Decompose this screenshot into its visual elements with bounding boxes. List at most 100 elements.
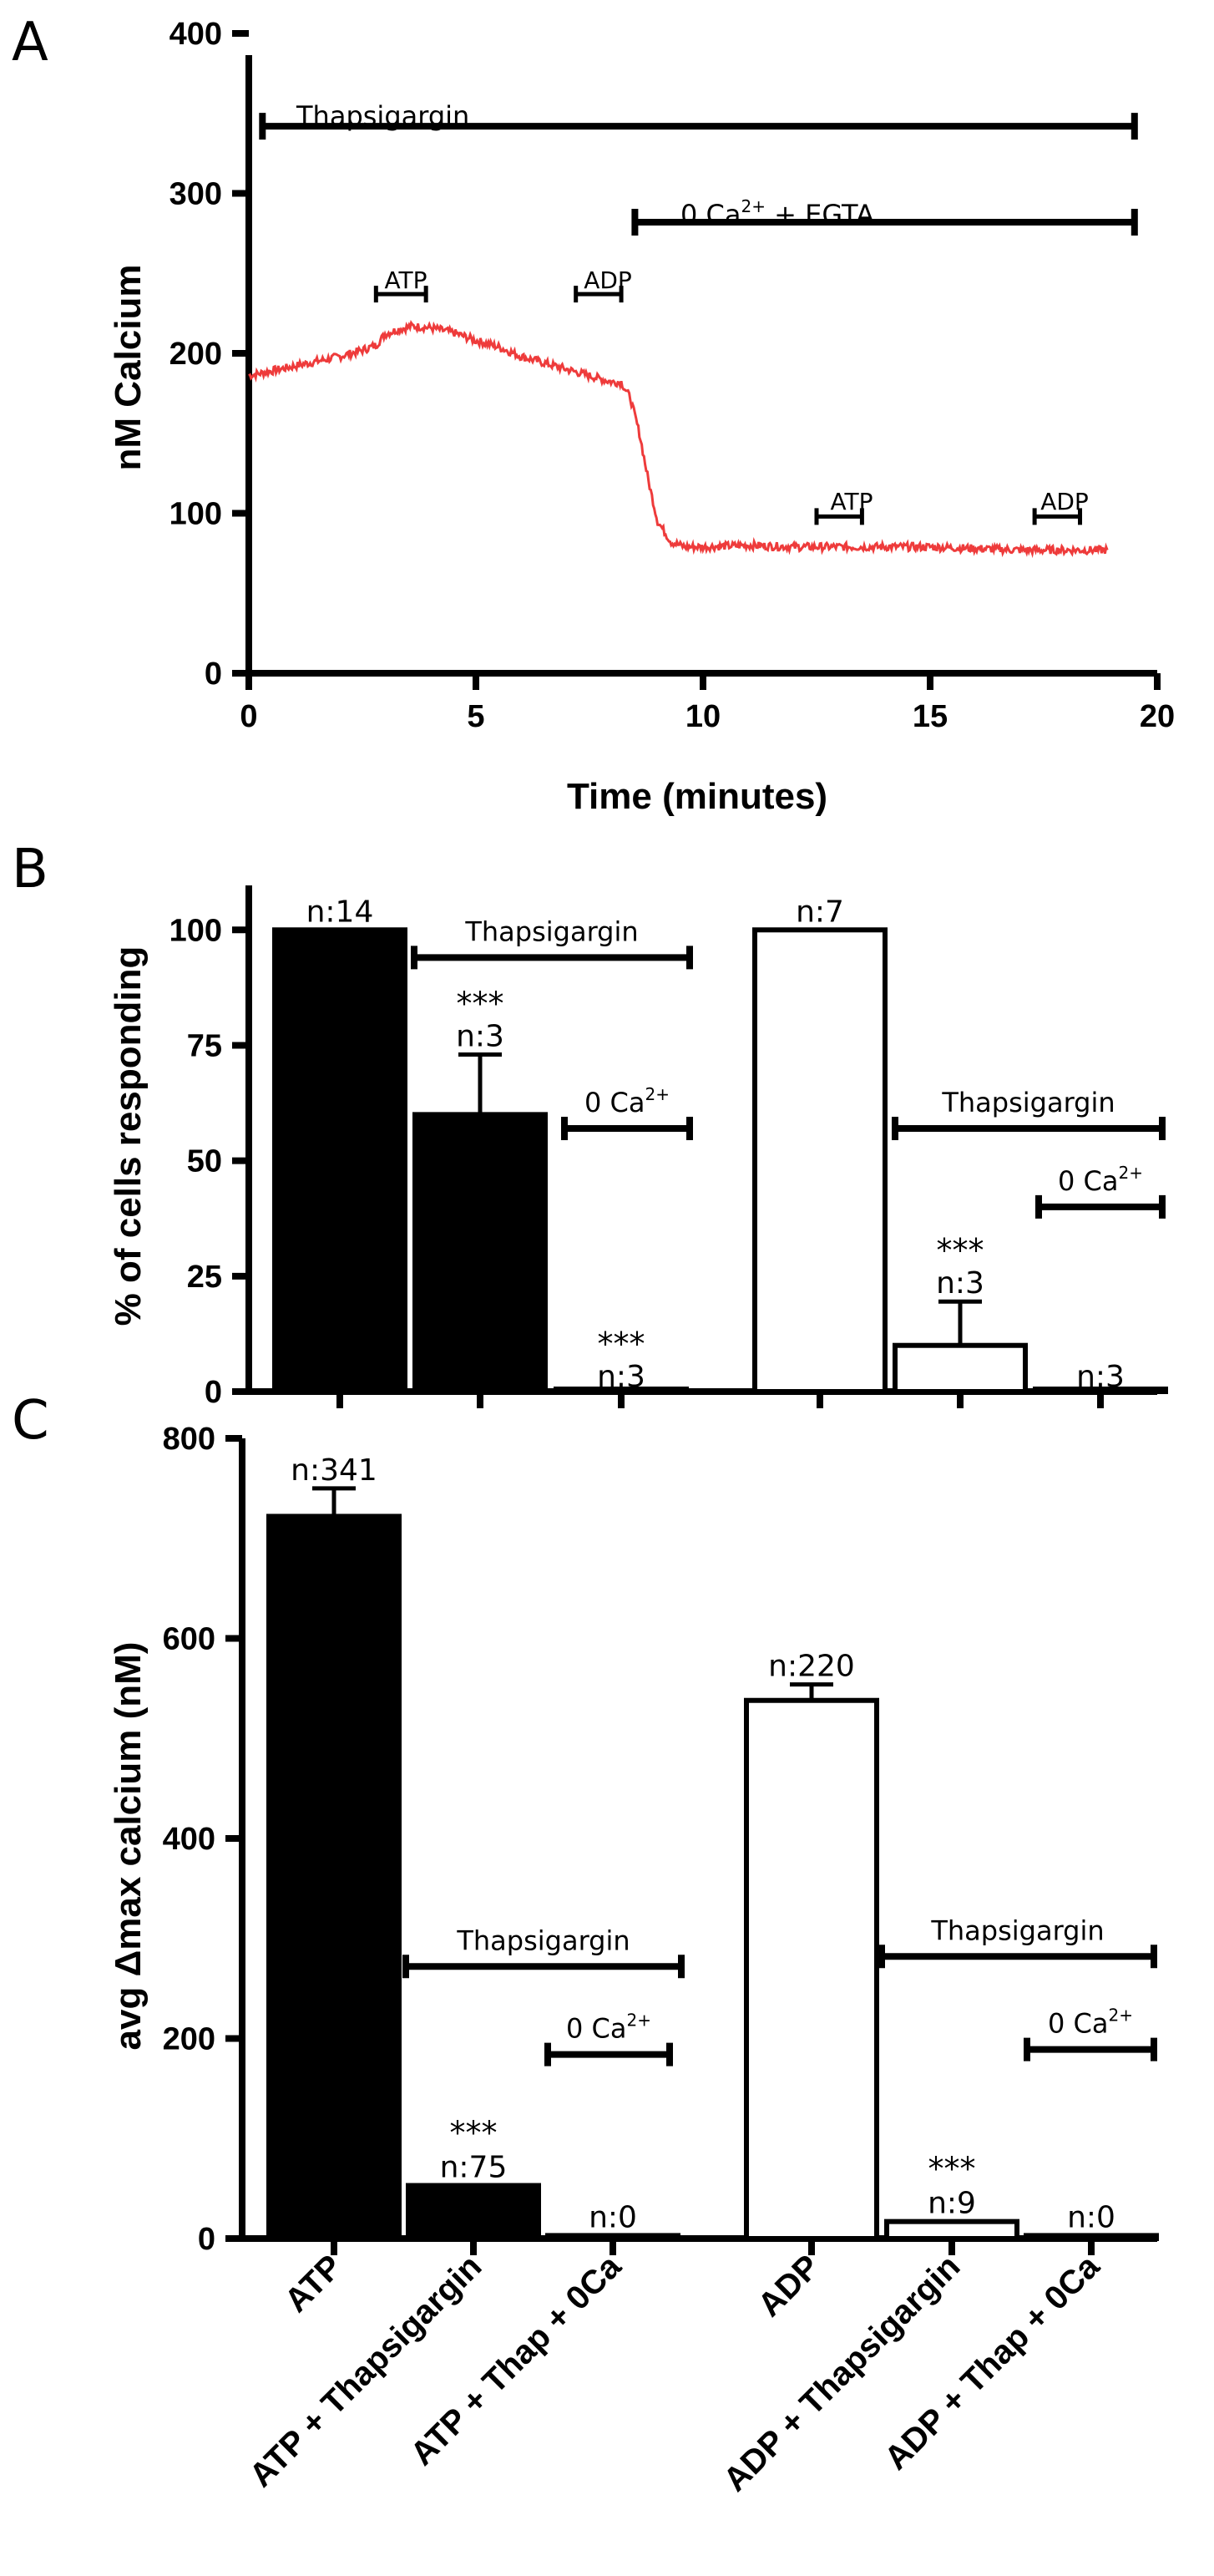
bar-rect (554, 1387, 689, 1394)
panel-a-axes (245, 55, 1157, 677)
n-label: n:9 (928, 2187, 976, 2221)
bracket-label: 0 Ca2+ (1048, 2006, 1133, 2040)
error-bar (790, 1682, 833, 1701)
bar-rect (545, 2233, 680, 2241)
bar-adp: n:7 (752, 895, 888, 1394)
bar-atp-thap-0ca: n:0 (545, 2200, 680, 2241)
panel-letter-c: C (12, 1390, 49, 1452)
bracket-line (1024, 2037, 1157, 2061)
error-bar (458, 1052, 502, 1115)
bracket-label: Thapsigargin (941, 1087, 1115, 1118)
y-tick-label: 300 (169, 177, 222, 212)
category-label: ADP + Thapsigargin (716, 2248, 967, 2498)
panel-a-x-axis-title: Time (minutes) (567, 776, 827, 817)
bracket-line (544, 2042, 673, 2066)
bar-adp-thap-0ca: n:0 (1024, 2200, 1159, 2241)
n-label: n:14 (306, 895, 374, 929)
panel-b: B 0 25 50 75 100 % of cells responding n… (12, 839, 1168, 1410)
bar-atp: n:341 (266, 1453, 402, 2241)
y-tick: 25 (187, 1260, 249, 1295)
y-tick-label: 0 (205, 657, 222, 692)
bar-rect (1033, 1387, 1168, 1394)
y-tick: 100 (169, 913, 249, 948)
bar-adp-thapsigargin: *** n:9 (884, 2151, 1019, 2242)
x-tick: 10 (685, 673, 721, 734)
bracket-label: 0 Ca2+ + EGTA (680, 196, 874, 231)
bracket-label: 0 Ca2+ (566, 2011, 651, 2045)
bracket-label: Thapsigargin (464, 915, 638, 947)
panel-a: A 0 100 200 300 400 0 5 10 15 20 Time (m… (12, 12, 1175, 817)
panel-c-treatment-bars: Thapsigargin 0 Ca2+ Thapsigargin 0 Ca2+ (402, 1914, 1157, 2066)
significance-label: *** (598, 1326, 645, 1362)
bracket-label: Thapsigargin (930, 1914, 1104, 1946)
bar-rect (884, 2219, 1019, 2242)
significance-label: *** (457, 986, 504, 1022)
x-tick: 0 (240, 673, 258, 734)
treatment-bar-atp-1: ATP (373, 266, 428, 303)
n-label: n:75 (440, 2151, 508, 2185)
bracket-label: ATP (385, 266, 427, 294)
bar-rect (752, 927, 888, 1394)
y-tick: 50 (187, 1144, 249, 1179)
treatment-bar-zero-calcium: 0 Ca2+ (561, 1084, 693, 1140)
treatment-bar-adp-2: ADP (1032, 488, 1089, 525)
y-tick: 400 (169, 17, 249, 52)
bar-rect (893, 1342, 1028, 1395)
significance-label: *** (450, 2115, 498, 2152)
significance-label: *** (928, 2151, 976, 2188)
y-tick: 100 (169, 497, 249, 532)
n-label: n:7 (796, 895, 844, 929)
panel-b-y-axis-title: % of cells responding (108, 946, 149, 1326)
bracket-line (892, 1116, 1166, 1140)
calcium-trace-line (248, 320, 1109, 559)
bracket-line (259, 113, 1138, 140)
bracket-line (814, 508, 864, 525)
treatment-bar-zero-calcium: 0 Ca2+ (544, 2011, 673, 2066)
treatment-bar-zero-calcium: 0 Ca2+ (1035, 1163, 1166, 1219)
bar-rect (412, 1112, 548, 1394)
bracket-label: ATP (831, 488, 873, 515)
category-label: ATP + Thapsigargin (242, 2248, 488, 2494)
bar-rect (744, 1697, 879, 2241)
panel-c-bars: n:341 *** n:75 n:0 n:220 (266, 1453, 1159, 2242)
treatment-bar-zero-calcium: 0 Ca2+ (1024, 2006, 1157, 2061)
y-tick: 0 (205, 1375, 249, 1410)
n-label: n:3 (1076, 1360, 1125, 1394)
y-tick-label: 200 (163, 2022, 215, 2057)
y-tick: 300 (169, 177, 249, 212)
bar-rect (272, 927, 407, 1394)
x-tick-label: 20 (1140, 699, 1175, 734)
bar-adp-thap-0ca: n:3 (1033, 1360, 1168, 1394)
bracket-label: ADP (1040, 488, 1089, 515)
y-tick-label: 25 (187, 1260, 222, 1295)
panel-b-treatment-bars: Thapsigargin 0 Ca2+ Thapsigargin 0 Ca2+ (411, 915, 1166, 1219)
y-tick-label: 800 (163, 1422, 215, 1457)
panel-c-y-axis-title: avg Δmax calcium (nM) (108, 1642, 149, 2051)
x-tick-label: 15 (913, 699, 948, 734)
panel-b-bars: n:14 *** n:3 *** n:3 n:7 (272, 895, 1168, 1395)
bar-atp-thap-0ca: *** n:3 (554, 1326, 689, 1394)
treatment-bar-thapsigargin: Thapsigargin (259, 100, 1138, 140)
panel-c: C 0 200 400 600 800 avg Δmax calcium (nM… (12, 1390, 1159, 2499)
category-label: ADP (751, 2248, 827, 2324)
y-tick-label: 400 (169, 17, 222, 52)
treatment-bar-thapsigargin: Thapsigargin (892, 1087, 1166, 1140)
panel-letter-b: B (12, 839, 48, 900)
x-tick-label: 0 (240, 699, 257, 734)
bracket-line (411, 946, 693, 970)
y-tick-label: 100 (169, 913, 222, 948)
panel-a-y-axis-title: nM Calcium (108, 265, 149, 471)
bracket-line (631, 208, 1138, 236)
bar-atp-thapsigargin: *** n:75 (406, 2115, 541, 2241)
y-tick-label: 0 (198, 2222, 215, 2257)
bracket-line (574, 286, 624, 303)
category-label: ATP (278, 2248, 350, 2320)
error-bar (312, 1486, 356, 1517)
y-tick: 200 (163, 2022, 242, 2057)
y-tick-label: 0 (205, 1375, 222, 1410)
panel-c-y-ticks: 0 200 400 600 800 (163, 1422, 242, 2257)
significance-label: *** (937, 1232, 984, 1269)
x-tick: 15 (913, 673, 948, 734)
bar-adp-thapsigargin: *** n:3 (893, 1232, 1028, 1395)
panel-c-category-labels: ATP ATP + Thapsigargin ATP + Thap + 0Ca … (242, 2248, 1106, 2499)
